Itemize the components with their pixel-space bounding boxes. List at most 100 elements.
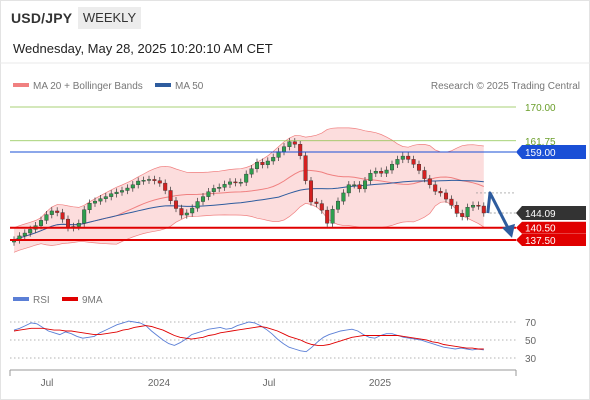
candle-body — [98, 198, 103, 202]
candle-body — [465, 207, 470, 217]
candle-body — [433, 184, 438, 192]
candle-body — [125, 187, 130, 191]
candle-body — [119, 190, 124, 193]
target-label: 170.00 — [525, 103, 556, 114]
time-axis-label: Jul — [41, 378, 54, 389]
candle-body — [227, 181, 232, 185]
candle-body — [454, 205, 459, 214]
candle-body — [82, 209, 87, 224]
rsi-legend-label: RSI — [33, 295, 50, 306]
candle-body — [49, 210, 54, 215]
candle-body — [190, 207, 195, 214]
candle-body — [379, 171, 384, 174]
ma50-line — [13, 179, 484, 241]
candle-body — [222, 184, 227, 188]
candle-body — [460, 213, 465, 217]
candle-body — [238, 182, 243, 184]
candle-body — [92, 200, 97, 204]
last-price-tag — [516, 206, 586, 221]
candle-body — [476, 205, 481, 207]
candle-body — [195, 201, 200, 209]
candle-body — [217, 187, 222, 189]
support-tag-label: 140.50 — [525, 224, 556, 235]
candle-body — [363, 180, 368, 190]
candle-body — [233, 181, 238, 184]
support-tag — [516, 234, 586, 246]
rsi-legend-swatch — [13, 297, 29, 301]
candle-body — [109, 193, 114, 197]
candle-body — [265, 160, 270, 165]
candle-body — [341, 192, 346, 202]
candle-body — [141, 180, 146, 182]
candle-body — [357, 184, 362, 190]
candle-body — [271, 157, 276, 162]
timestamp: Wednesday, May 28, 2025 10:20:10 AM CET — [13, 41, 273, 56]
candle-body — [481, 205, 486, 214]
symbol-title: USD/JPY — [11, 10, 73, 26]
candle-body — [28, 229, 33, 234]
credit-text: Research © 2025 Trading Central — [431, 81, 580, 92]
candle-body — [249, 168, 254, 175]
time-axis-labels: Jul 2024 Jul 2025 — [41, 378, 392, 389]
candle-body — [254, 162, 259, 169]
candle-body — [55, 210, 60, 213]
timeframe-badge[interactable]: WEEKLY — [78, 7, 141, 29]
ma50-legend-swatch — [155, 83, 171, 87]
time-axis-label: Jul — [263, 378, 276, 389]
resistance-tag-label: 159.00 — [525, 148, 556, 159]
candle-body — [368, 173, 373, 181]
candle-body — [39, 220, 44, 226]
rsi-level-label: 70 — [525, 318, 537, 329]
candle-body — [346, 184, 351, 194]
last-price-tag-label: 144.09 — [525, 209, 556, 220]
ma20-legend-label: MA 20 + Bollinger Bands — [33, 81, 143, 92]
candle-body — [22, 232, 27, 237]
candle-body — [65, 218, 70, 228]
forecast-arrow — [486, 191, 511, 231]
candle-body — [211, 188, 216, 192]
candle-body — [444, 192, 449, 200]
candle-body — [449, 198, 454, 206]
candle-body — [438, 191, 443, 194]
candle-body — [179, 208, 184, 216]
candle-body — [292, 141, 297, 145]
candle-body — [103, 196, 108, 199]
candle-body — [152, 179, 157, 181]
candle-body — [471, 205, 476, 208]
candle-body — [406, 155, 411, 160]
candle-body — [427, 178, 432, 185]
rsi-ma-legend-label: 9MA — [82, 295, 103, 306]
resistance-tag — [516, 145, 586, 160]
candle-body — [330, 209, 335, 224]
ma20-legend-swatch — [13, 83, 29, 87]
candle-body — [303, 155, 308, 181]
candle-body — [260, 162, 265, 165]
candle-body — [136, 180, 141, 185]
rsi-ma-line — [13, 325, 484, 350]
candle-body — [163, 182, 168, 191]
bollinger-upper-line — [13, 127, 484, 229]
rsi-line — [13, 320, 484, 353]
rsi-panel: 70 50 30 — [10, 318, 537, 365]
time-axis-label: 2024 — [148, 378, 171, 389]
candle-body — [157, 180, 162, 184]
candle-body — [422, 170, 427, 179]
rsi-level-label: 50 — [525, 336, 537, 347]
candle-body — [314, 201, 319, 204]
forecast-arrowhead — [502, 223, 515, 238]
candle-body — [417, 164, 422, 171]
candle-body — [130, 184, 135, 189]
ma50-legend-label: MA 50 — [175, 81, 204, 92]
candle-body — [87, 202, 92, 210]
candle-body — [146, 179, 151, 181]
candle-body — [114, 191, 119, 194]
time-axis-label: 2025 — [369, 378, 392, 389]
candle-body — [325, 209, 330, 224]
rsi-ma-legend-swatch — [62, 297, 78, 301]
candle-body — [76, 223, 81, 227]
rsi-level-label: 30 — [525, 354, 537, 365]
candle-body — [384, 169, 389, 174]
candle-body — [390, 164, 395, 171]
